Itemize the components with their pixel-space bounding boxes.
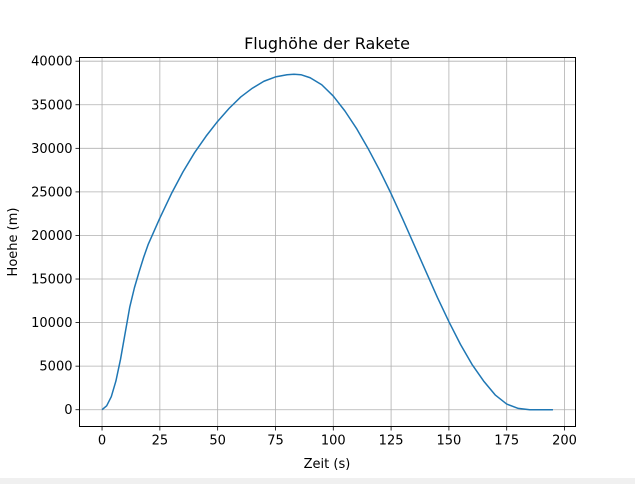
grid-lines (79, 57, 576, 427)
y-tick-label: 15000 (31, 273, 72, 288)
x-tick-label: 0 (98, 434, 106, 449)
x-tick-label: 175 (494, 434, 519, 449)
window-bottom-strip (0, 478, 635, 484)
x-axis-label: Zeit (s) (304, 457, 351, 472)
y-tick-label: 25000 (31, 185, 72, 200)
x-axis-ticks: 0 25 50 75 100 125 150 175 200 (98, 426, 577, 449)
x-tick-label: 25 (152, 434, 169, 449)
series-layer (101, 73, 553, 411)
y-tick-label: 20000 (31, 229, 72, 244)
x-tick-label: 150 (436, 434, 461, 449)
y-tick-label: 5000 (39, 360, 72, 375)
y-tick-label: 10000 (31, 316, 72, 331)
x-tick-label: 75 (267, 434, 284, 449)
x-tick-label: 100 (321, 434, 346, 449)
series-line (101, 73, 553, 411)
x-tick-label: 50 (209, 434, 226, 449)
x-tick-label: 200 (552, 434, 577, 449)
y-axis-label: Hoehe (m) (6, 208, 21, 277)
y-tick-label: 30000 (31, 142, 72, 157)
x-tick-label: 125 (379, 434, 404, 449)
y-tick-label: 35000 (31, 98, 72, 113)
y-tick-label: 40000 (31, 55, 72, 70)
plot-frame (79, 57, 576, 427)
y-tick-label: 0 (64, 403, 72, 418)
chart-title: Flughöhe der Rakete (244, 34, 410, 53)
y-axis-ticks: 0 5000 10000 15000 20000 25000 30000 35000 40000 (31, 55, 80, 418)
